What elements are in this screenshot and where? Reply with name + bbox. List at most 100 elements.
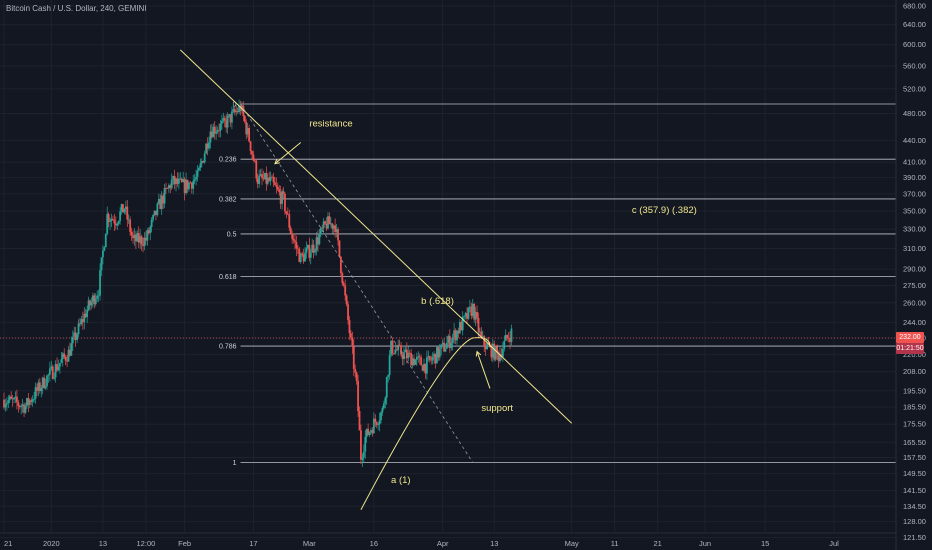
- candle-body: [143, 237, 146, 247]
- time-tick-label: 11: [611, 539, 619, 548]
- candle-body: [408, 352, 411, 354]
- candle-body: [155, 210, 157, 215]
- candle-body: [325, 223, 328, 229]
- candle-body: [265, 173, 268, 184]
- candle-body: [114, 223, 117, 226]
- candle-body: [304, 252, 306, 262]
- candle-body: [292, 238, 295, 241]
- fib-level-label: 1: [233, 460, 237, 467]
- support-arrow: [476, 351, 491, 389]
- candle-body: [510, 328, 513, 343]
- candle-body: [332, 225, 335, 229]
- candle-body: [473, 303, 476, 320]
- candle-body: [76, 334, 79, 341]
- candle-body: [182, 179, 185, 183]
- candle-body: [70, 343, 73, 356]
- candle-body: [50, 366, 53, 369]
- candle-body: [203, 153, 206, 163]
- fib-level-label: 0.5: [227, 231, 237, 238]
- candle-body: [298, 249, 301, 262]
- candle-body: [4, 404, 7, 408]
- candle-body: [430, 359, 433, 361]
- candle-body: [315, 237, 318, 251]
- candle-body: [395, 349, 398, 351]
- time-tick-label: 16: [370, 539, 378, 548]
- candle-body: [474, 311, 477, 320]
- candle-body: [296, 248, 299, 250]
- candle-body: [97, 295, 100, 297]
- candle-body: [433, 353, 435, 358]
- price-tick-label: 410.00: [903, 158, 926, 167]
- time-tick-label: 13: [490, 539, 498, 548]
- price-tick-label: 244.00: [903, 318, 926, 327]
- candle-body: [424, 363, 427, 374]
- candle-body: [393, 353, 395, 355]
- price-tick-label: 330.00: [903, 225, 926, 234]
- candle-body: [165, 188, 167, 189]
- candle-body: [357, 380, 359, 412]
- candle-body: [30, 400, 33, 402]
- candle-body: [51, 366, 54, 379]
- candle-body: [361, 457, 364, 460]
- candle-body: [198, 167, 200, 171]
- price-tick-label: 350.00: [903, 207, 926, 216]
- candle-body: [335, 229, 338, 233]
- candle-body: [279, 192, 282, 204]
- candle-body: [457, 330, 460, 334]
- candle-body: [338, 240, 341, 257]
- candle-body: [468, 306, 471, 308]
- candle-body: [170, 179, 173, 189]
- candle-body: [116, 223, 119, 226]
- candle-body: [199, 163, 202, 168]
- price-tick-label: 220.00: [903, 350, 926, 359]
- candle-body: [347, 304, 349, 321]
- candle-body: [132, 235, 134, 239]
- candle-body: [139, 236, 142, 243]
- wave-c-label: c (357.9) (.382): [632, 205, 697, 216]
- candle-body: [401, 354, 404, 360]
- candle-body: [20, 405, 23, 408]
- candle-body: [40, 387, 43, 392]
- candle-body: [79, 323, 81, 325]
- candle-body: [364, 436, 367, 452]
- candle-body: [239, 105, 242, 111]
- candle-body: [192, 181, 195, 189]
- candle-body: [446, 342, 448, 349]
- candle-body: [331, 223, 334, 229]
- candle-body: [499, 354, 501, 362]
- candle-body: [206, 143, 209, 149]
- price-tick-label: 480.00: [903, 109, 926, 118]
- candle-body: [126, 206, 129, 220]
- candle-body: [318, 234, 321, 245]
- candle-body: [305, 248, 308, 253]
- candle-body: [456, 330, 458, 341]
- candle-body: [109, 220, 111, 222]
- candle-body: [21, 404, 24, 406]
- candle-body: [173, 175, 176, 185]
- fib-level-label: 0.382: [219, 196, 237, 203]
- candle-body: [180, 178, 183, 183]
- candle-body: [480, 331, 483, 338]
- resistance-arrow: [274, 142, 302, 165]
- candle-body: [89, 300, 91, 306]
- candle-body: [252, 154, 255, 161]
- candle-body: [255, 160, 258, 179]
- candle-body: [288, 214, 291, 228]
- candle-body: [179, 178, 182, 180]
- candle-body: [441, 342, 444, 345]
- candle-body: [212, 126, 215, 138]
- candle-body: [172, 175, 175, 180]
- candle-body: [193, 179, 196, 182]
- candle-body: [354, 368, 357, 373]
- price-tick-label: 185.50: [903, 403, 926, 412]
- candle-body: [503, 340, 506, 349]
- price-tick-label: 128.00: [903, 517, 926, 526]
- candle-body: [358, 411, 361, 431]
- price-tick-label: 157.50: [903, 453, 926, 462]
- candle-body: [84, 313, 87, 318]
- candle-body: [80, 319, 83, 325]
- support-label: support: [481, 403, 513, 414]
- candle-body: [188, 182, 190, 190]
